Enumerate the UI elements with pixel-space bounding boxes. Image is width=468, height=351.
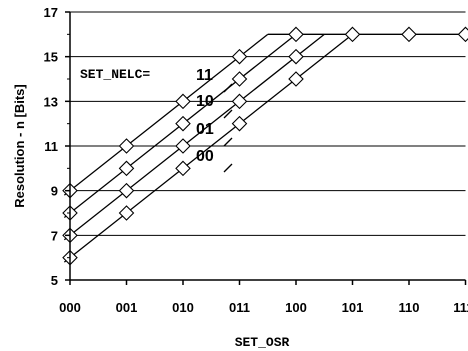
series-line — [63, 33, 325, 241]
y-tick-labels: 5 7 9 11 13 15 17 — [44, 5, 58, 288]
x-tick-labels: 000 001 010 011 100 101 110 111 — [59, 300, 468, 315]
data-marker — [118, 182, 135, 199]
data-marker — [288, 48, 304, 65]
series-label-01: 01 — [196, 121, 214, 138]
x-tick-label: 010 — [172, 300, 194, 315]
y-tick-label: 17 — [44, 5, 58, 20]
data-marker — [118, 205, 135, 221]
series-label-00: 00 — [196, 148, 214, 165]
label-leader — [223, 109, 233, 119]
data-marker — [344, 26, 361, 43]
x-tick-label: 011 — [229, 300, 250, 315]
label-leader-lines — [223, 83, 233, 173]
data-marker — [118, 138, 135, 154]
x-tick-label: 000 — [59, 300, 81, 315]
data-marker — [175, 115, 191, 132]
data-marker — [231, 71, 248, 87]
series-label-11: 11 — [196, 67, 213, 84]
grid-lines — [70, 11, 466, 236]
label-leader — [223, 83, 233, 93]
y-tick-label: 9 — [51, 184, 58, 199]
x-tick-label: 100 — [285, 300, 307, 315]
y-tick-label: 11 — [44, 139, 58, 154]
y-tick-label: 15 — [44, 50, 58, 65]
data-marker — [175, 93, 191, 110]
data-marker — [175, 160, 191, 177]
data-marker — [118, 160, 135, 177]
data-marker — [231, 48, 248, 65]
label-leader — [223, 137, 233, 147]
x-tick-label: 001 — [116, 300, 138, 315]
y-axis-title: Resolution - n [Bits] — [12, 84, 27, 208]
data-marker — [288, 71, 304, 87]
data-marker — [401, 26, 417, 43]
data-marker — [288, 26, 304, 43]
series-line — [63, 33, 353, 263]
y-tick-label: 5 — [51, 273, 58, 288]
legend-title: SET_NELC= — [80, 67, 150, 82]
axes — [65, 11, 467, 285]
series-line — [63, 33, 269, 196]
label-leader — [223, 163, 233, 173]
y-tick-label: 13 — [44, 94, 58, 109]
data-marker — [457, 26, 468, 43]
y-tick-label: 7 — [51, 228, 58, 243]
series-label-10: 10 — [196, 93, 214, 110]
x-tick-label: 101 — [342, 300, 364, 315]
data-marker — [231, 115, 248, 132]
x-axis-title: SET_OSR — [235, 335, 290, 350]
data-marker — [231, 93, 248, 110]
x-tick-label: 110 — [399, 300, 420, 315]
data-marker — [175, 138, 191, 154]
x-tick-label: 111 — [453, 300, 468, 315]
